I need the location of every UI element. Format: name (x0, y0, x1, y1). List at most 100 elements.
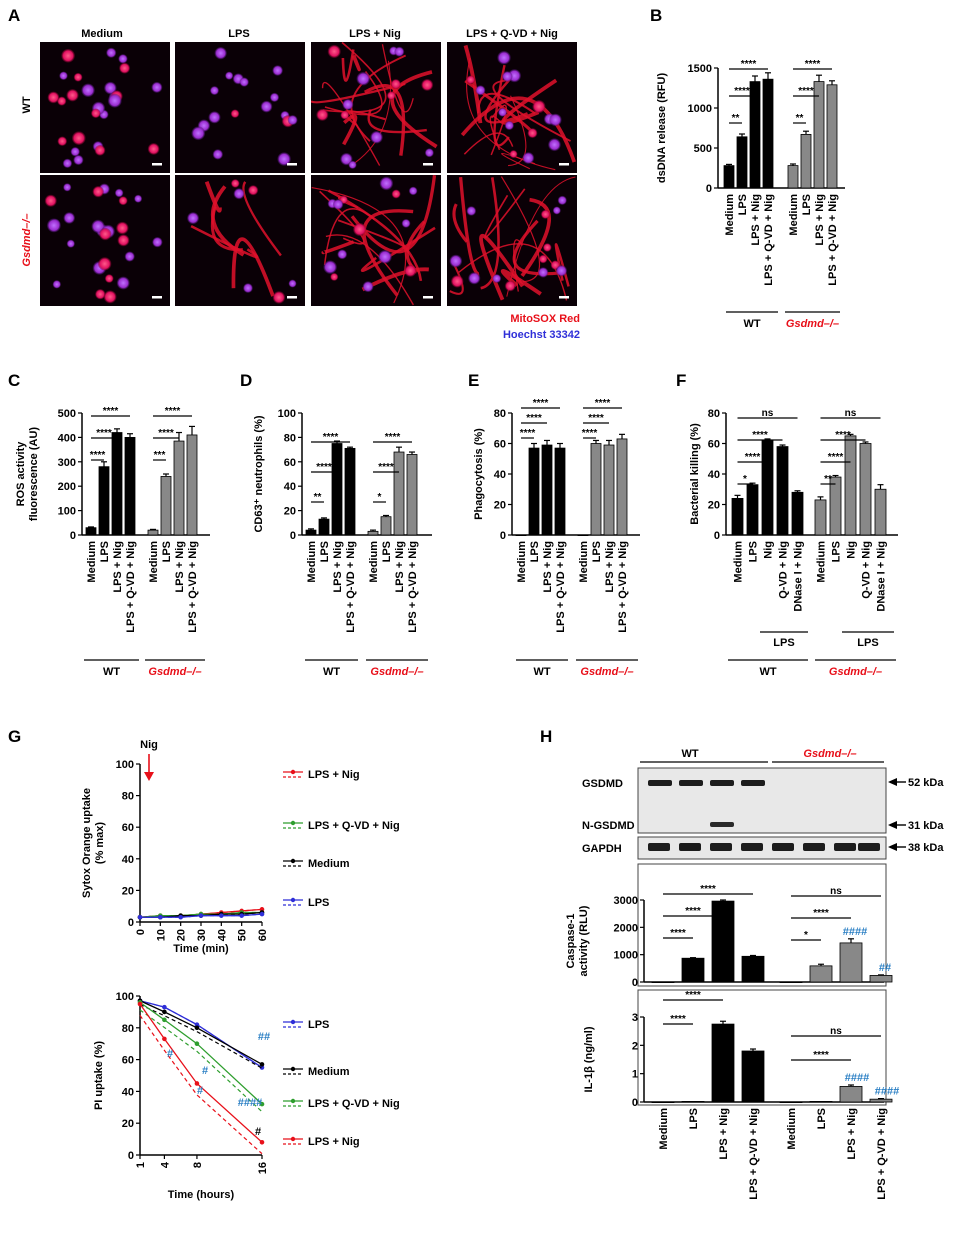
bar (406, 454, 418, 536)
net-fiber (204, 181, 222, 213)
category-label: LPS + Q-VD + Nig (555, 541, 567, 633)
net-fiber (484, 188, 526, 239)
series-point (162, 1009, 167, 1015)
series-line-dashed (139, 1009, 263, 1113)
legend-marker (290, 1066, 296, 1072)
significance-label: **** (103, 406, 119, 417)
x-axis-label: Time (hours) (168, 1189, 235, 1201)
net-fiber (500, 176, 541, 283)
group-label-wt: WT (323, 666, 340, 678)
band-gsdmd (710, 780, 734, 786)
x-tick-label: 60 (257, 929, 269, 941)
y-tick-label: 1000 (688, 103, 712, 115)
bar (344, 447, 356, 536)
y-tick-label: 20 (284, 506, 296, 518)
hash-mark: # (202, 1065, 208, 1077)
bar (124, 436, 136, 536)
frame-il1b (637, 989, 887, 1106)
blot-label-gapdh: GAPDH (582, 843, 622, 855)
significance-label: **** (685, 990, 701, 1001)
bar (590, 443, 602, 536)
bar (741, 955, 765, 983)
significance-label: **** (835, 430, 851, 441)
cell (288, 279, 297, 288)
panel-letter-f: F (676, 371, 686, 390)
cell (498, 107, 507, 117)
significance-label: ns (830, 886, 842, 897)
cell (124, 251, 135, 262)
series-point (194, 1025, 200, 1031)
band-gapdh (648, 843, 670, 851)
band-gsdmd (648, 780, 672, 786)
cell (230, 179, 240, 188)
cell (66, 89, 79, 102)
y-tick-label: 60 (122, 822, 134, 834)
bar (305, 529, 317, 536)
legend-label: LPS (308, 897, 329, 909)
series-point (158, 914, 163, 920)
series-point (259, 1062, 265, 1067)
net-fiber (242, 181, 282, 257)
y-tick-label: 2 (632, 1040, 638, 1052)
bar (186, 434, 198, 536)
group-label-wt: WT (533, 666, 550, 678)
cell (209, 86, 219, 96)
significance-label: ns (830, 1026, 842, 1037)
significance-label: **** (745, 452, 761, 463)
cell (468, 272, 481, 285)
category-label: LPS (99, 541, 111, 562)
cell (243, 283, 253, 293)
cell (378, 250, 392, 264)
cell (353, 222, 367, 237)
y-tick-label: 40 (284, 481, 296, 493)
series-point (162, 1004, 167, 1010)
significance-label: ** (824, 474, 832, 485)
cell (260, 100, 273, 113)
category-label: Medium (724, 194, 736, 236)
y-tick-label: 80 (708, 408, 720, 420)
scale-bar (423, 296, 433, 299)
series-point (239, 913, 244, 918)
band-gapdh (772, 843, 794, 851)
series-point (259, 1065, 265, 1070)
net-fiber (321, 240, 355, 255)
y-tick-label: 3000 (614, 895, 638, 907)
chart-c-ros: 0 100 200 300 400 500 ROS activityfluorescence… (15, 406, 210, 678)
micrograph-content (449, 176, 576, 301)
significance-label: **** (798, 86, 814, 97)
y-tick-label: 100 (58, 506, 76, 518)
bar (779, 1101, 803, 1104)
y-tick-label: 3 (632, 1012, 638, 1024)
legend-marker (290, 897, 296, 903)
y-axis-label: dsDNA release (RFU) (656, 73, 668, 184)
cell (70, 146, 80, 157)
y-axis-label-line: dsDNA release (RFU) (656, 73, 668, 184)
y-tick-label: 400 (58, 432, 76, 444)
cell (557, 195, 567, 205)
significance-label: ** (796, 113, 804, 124)
category-label: LPS (529, 541, 541, 562)
cell (277, 152, 291, 166)
cell (191, 126, 206, 141)
hash-mark: ## (258, 1031, 270, 1043)
y-axis-label: Phagocytosis (%) (473, 428, 485, 520)
cell (117, 234, 130, 247)
lps-label-ko: LPS (857, 637, 878, 649)
micrograph-content (47, 47, 163, 169)
y-tick-label: 500 (58, 408, 76, 420)
y-axis-label-line: Phagocytosis (%) (473, 428, 485, 520)
significance-label: * (743, 474, 747, 485)
cell (99, 227, 112, 241)
micrograph-content (311, 42, 438, 169)
legend-marker (290, 1136, 296, 1142)
bar (859, 443, 872, 536)
net-fiber (311, 186, 407, 304)
cell (421, 78, 434, 91)
x-tick-label: 50 (237, 929, 249, 941)
bar (800, 133, 812, 189)
category-label: LPS + Q-VD + Nig (187, 541, 199, 633)
band-gapdh (834, 843, 856, 851)
y-axis-label: PI uptake (%) (93, 1041, 105, 1110)
group-label-wt: WT (103, 666, 120, 678)
